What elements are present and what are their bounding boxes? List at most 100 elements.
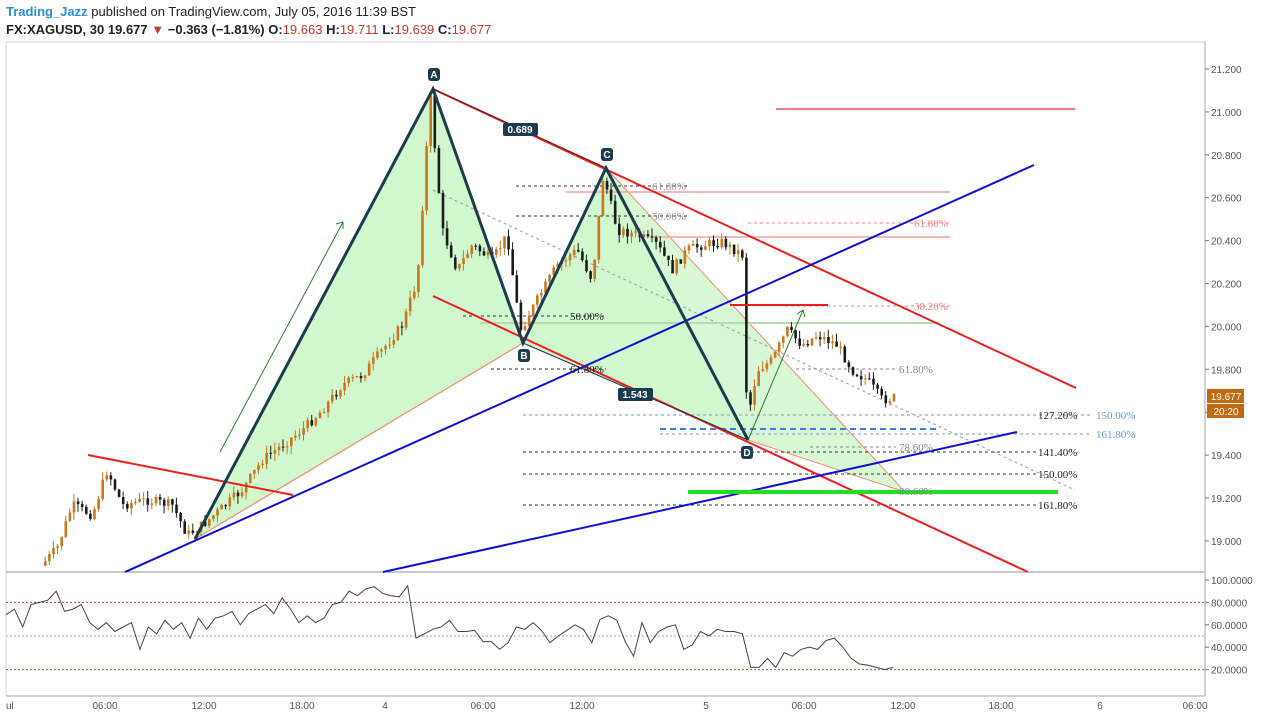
time-tick-label: 18:00 xyxy=(289,701,314,712)
oscillator-pane[interactable]: 100.0000 80.0000 60.0000 40.0000 20.0000 xyxy=(5,576,1253,677)
candle-body xyxy=(757,370,760,387)
candle-body xyxy=(700,247,703,250)
price-tick-label: 20.000 xyxy=(1211,322,1242,333)
candle-body xyxy=(290,437,293,447)
last-price-tag-text: 19.677 xyxy=(1211,392,1242,403)
price-tick-label: 19.800 xyxy=(1211,365,1242,376)
candle-body xyxy=(642,234,646,238)
open-value: 19.663 xyxy=(282,22,323,37)
candle-body xyxy=(306,420,309,429)
fib-level-label: 150.00% xyxy=(1096,410,1135,422)
fib-level-label: 88.60% xyxy=(899,486,933,498)
close-label: C: xyxy=(437,22,452,37)
trendline-blue-2[interactable] xyxy=(382,431,1018,573)
candle-body xyxy=(228,497,232,507)
candle-body xyxy=(265,452,268,464)
candle-body xyxy=(790,326,793,331)
candle-body xyxy=(277,446,281,451)
candle-body xyxy=(687,245,691,251)
fib-level-label: 141.40% xyxy=(1038,447,1077,459)
candle-body xyxy=(646,234,650,237)
candle-body xyxy=(732,244,736,255)
price-tick-label: 21.200 xyxy=(1211,65,1242,76)
candle-body xyxy=(769,357,773,364)
author-link[interactable]: Trading_Jazz xyxy=(6,4,88,19)
candle-body xyxy=(109,475,113,480)
fib-level-label: 161.80% xyxy=(1096,429,1135,441)
candle-body xyxy=(864,378,867,380)
candle-body xyxy=(519,302,523,331)
candle-body xyxy=(589,271,592,279)
candle-body xyxy=(72,501,76,513)
candle-body xyxy=(408,297,412,312)
candle-body xyxy=(679,259,683,264)
time-axis[interactable]: ul 06:00 12:00 18:00 4 06:00 12:00 5 06:00 12:00 1… xyxy=(6,701,1208,712)
candle-body xyxy=(257,465,260,470)
candle-body xyxy=(244,482,248,493)
candle-body xyxy=(499,248,502,250)
fib-level-label: 61.80% xyxy=(899,364,933,376)
trendline-blue-1[interactable] xyxy=(124,164,1035,573)
candle-body xyxy=(191,530,195,533)
candle-body xyxy=(232,492,236,498)
candle-body xyxy=(695,243,699,248)
candle-body xyxy=(540,293,543,296)
price-tick-label: 20.200 xyxy=(1211,280,1242,291)
candle-body xyxy=(162,499,166,506)
candle-body xyxy=(146,498,150,505)
svg-text:B: B xyxy=(520,351,527,362)
candle-body xyxy=(187,530,191,534)
low-value: 19.639 xyxy=(394,22,435,37)
candle-body xyxy=(486,251,490,256)
time-tick-label: 5 xyxy=(703,701,709,712)
candle-body xyxy=(622,228,625,236)
candle-body xyxy=(105,475,109,480)
candle-body xyxy=(126,503,129,509)
trendline-red-1[interactable] xyxy=(87,454,294,496)
candle-body xyxy=(68,512,72,521)
candle-body xyxy=(376,351,379,358)
fib-level-label: 127.20% xyxy=(1038,410,1077,422)
svg-text:A: A xyxy=(430,70,437,81)
svg-text:D: D xyxy=(743,448,750,459)
candle-body xyxy=(736,250,740,255)
candle-body xyxy=(93,508,96,519)
candlestick-series[interactable] xyxy=(44,91,896,567)
candle-body xyxy=(76,501,80,505)
candle-body xyxy=(802,344,806,346)
candle-body xyxy=(474,245,478,247)
candle-body xyxy=(585,260,588,272)
ratio-badge-bd xyxy=(618,388,653,401)
close-value: 19.677 xyxy=(451,22,492,37)
time-tick-label: 6 xyxy=(1097,701,1103,712)
fib-level-label: 61.80% xyxy=(914,218,948,230)
candle-body xyxy=(868,378,871,380)
candle-body xyxy=(691,243,695,246)
osc-tick-label: 100.0000 xyxy=(1211,576,1253,587)
price-tick-label: 20.800 xyxy=(1211,151,1242,162)
candle-body xyxy=(544,281,547,294)
candle-body xyxy=(240,492,244,497)
trendline-red-2[interactable] xyxy=(432,88,1077,389)
candle-body xyxy=(429,95,432,147)
candle-body xyxy=(634,231,637,233)
trendline-red-3[interactable] xyxy=(432,295,1029,573)
point-d-badge xyxy=(741,446,753,459)
candle-body xyxy=(322,412,326,414)
countdown-tag xyxy=(1207,404,1244,418)
candle-body xyxy=(708,240,711,247)
candle-body xyxy=(712,240,715,246)
symbol-label: FX:XAGUSD, 30 xyxy=(6,22,105,37)
trend-drawings xyxy=(87,85,1077,573)
candle-body xyxy=(650,236,654,238)
candle-body xyxy=(64,520,68,537)
candle-body xyxy=(831,341,834,344)
candle-body xyxy=(716,245,719,248)
high-label: H: xyxy=(326,22,340,37)
price-axis[interactable]: 21.200 21.000 20.800 20.600 20.400 20.200 20.0… xyxy=(1205,65,1242,548)
candle-body xyxy=(183,521,186,534)
time-tick-label: ul xyxy=(6,701,14,712)
candle-body xyxy=(667,255,670,261)
price-tick-label: 21.000 xyxy=(1211,108,1242,119)
